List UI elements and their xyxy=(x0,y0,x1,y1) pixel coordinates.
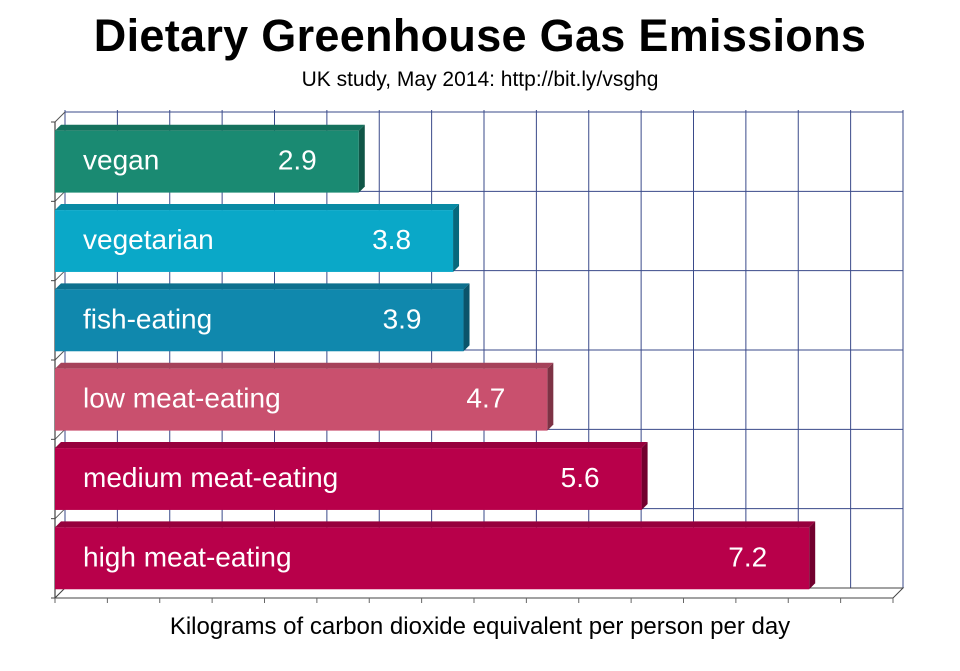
category-label: vegan xyxy=(83,145,159,176)
chart-title: Dietary Greenhouse Gas Emissions xyxy=(93,10,867,61)
bar-side-face xyxy=(641,442,648,510)
bar-side-face xyxy=(463,283,470,352)
bar xyxy=(55,130,359,193)
bar-side-face xyxy=(809,521,816,590)
bar-top-face xyxy=(55,521,816,528)
bar xyxy=(55,368,548,431)
chart-subtitle: UK study, May 2014: http://bit.ly/vsghg xyxy=(301,68,659,91)
bar xyxy=(55,210,454,272)
bar xyxy=(55,527,810,590)
category-label: fish-eating xyxy=(83,303,212,334)
category-label: high meat-eating xyxy=(83,541,292,572)
category-label: low meat-eating xyxy=(83,383,281,414)
bar xyxy=(55,289,464,352)
category-label: medium meat-eating xyxy=(83,462,338,493)
depth-line xyxy=(54,190,66,202)
depth-line xyxy=(54,349,66,361)
value-label: 7.2 xyxy=(728,541,767,572)
value-label: 2.9 xyxy=(278,145,317,176)
value-label: 3.9 xyxy=(383,303,422,334)
value-label: 4.7 xyxy=(466,383,505,414)
x-axis-label: Kilograms of carbon dioxide equivalent p… xyxy=(169,613,791,640)
depth-line xyxy=(54,508,66,520)
bar-side-face xyxy=(547,362,554,431)
depth-line xyxy=(54,428,66,440)
bar-top-face xyxy=(55,362,554,369)
bar-side-face xyxy=(453,204,460,272)
bar-top-face xyxy=(55,283,470,290)
depth-line xyxy=(54,111,66,123)
depth-line xyxy=(54,270,66,282)
bar-top-face xyxy=(55,204,460,211)
value-label: 3.8 xyxy=(372,224,411,255)
bar-top-face xyxy=(55,442,648,449)
category-label: vegetarian xyxy=(83,224,214,255)
bar-top-face xyxy=(55,124,365,131)
bar xyxy=(55,448,642,510)
bar-side-face xyxy=(358,124,365,193)
chart-floor xyxy=(53,587,905,599)
value-label: 5.6 xyxy=(561,462,600,493)
